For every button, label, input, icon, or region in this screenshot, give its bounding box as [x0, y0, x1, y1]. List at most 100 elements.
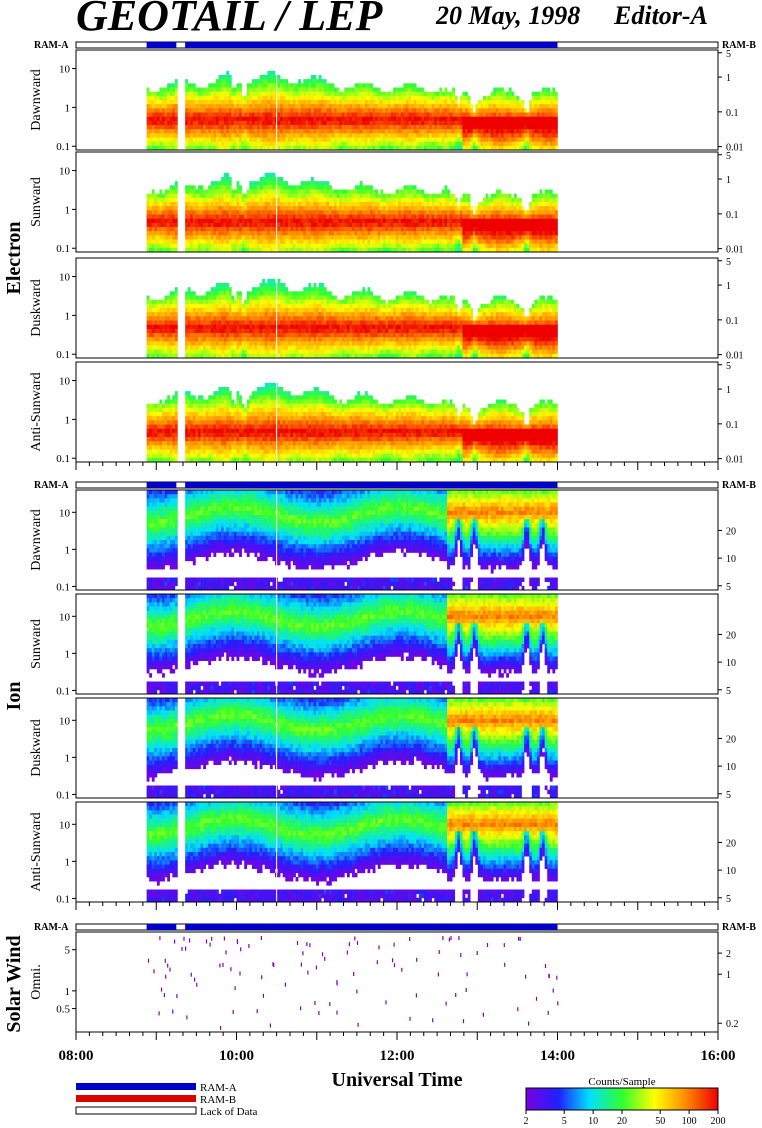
spectrogram-cell: [200, 197, 204, 203]
spectrogram-cell: [272, 141, 276, 147]
spectrogram-cell: [164, 145, 168, 151]
spectrogram-cell: [254, 218, 258, 224]
spectrogram-cell: [539, 125, 543, 130]
spectrogram-cell: [290, 218, 294, 224]
spectrogram-cell: [388, 129, 391, 134]
spectrogram-cell: [344, 202, 348, 207]
spectrogram-cell: [465, 235, 468, 240]
spectrogram-cell: [151, 239, 155, 244]
spectrogram-cell: [264, 100, 268, 105]
spectrogram-cell: [380, 120, 384, 126]
spectrogram-cell: [305, 125, 309, 130]
spectrogram-cell: [218, 243, 222, 249]
spectrogram-cell: [377, 95, 381, 101]
spectrogram-cell: [447, 239, 450, 244]
spectrogram-cell: [426, 91, 430, 97]
spectrogram-cell: [349, 222, 353, 228]
spectrogram-cell: [549, 247, 553, 253]
spectrogram-cell: [375, 100, 379, 105]
spectrogram-cell: [518, 202, 522, 207]
spectrogram-cell: [246, 193, 250, 199]
spectrogram-cell: [539, 189, 543, 194]
spectrogram-cell: [239, 222, 242, 228]
spectrogram-cell: [267, 120, 271, 126]
spectrogram-cell: [328, 214, 332, 219]
spectrogram-cell: [167, 214, 171, 219]
spectrogram-cell: [339, 189, 343, 194]
spectrogram-cell: [300, 116, 304, 122]
spectrogram-cell: [498, 100, 502, 105]
spectrogram-cell: [185, 133, 189, 138]
spectrogram-cell: [257, 95, 260, 101]
spectrogram-cell: [241, 112, 245, 117]
spectrogram-cell: [218, 141, 222, 147]
spectrogram-cell: [526, 133, 530, 138]
spectrogram-cell: [547, 120, 551, 126]
spectrogram-cell: [303, 125, 307, 130]
spectrogram-cell: [226, 197, 230, 203]
spectrogram-cell: [293, 197, 296, 203]
spectrogram-cell: [544, 227, 548, 232]
spectrogram-cell: [395, 247, 399, 253]
spectrogram-cell: [380, 129, 384, 134]
spectrogram-cell: [151, 141, 155, 147]
spectrogram-cell: [318, 235, 322, 240]
spectrogram-cell: [310, 100, 314, 105]
spectrogram-cell: [354, 185, 358, 190]
spectrogram-cell: [508, 116, 512, 122]
spectrogram-cell: [215, 197, 219, 203]
spectrogram-cell: [282, 79, 286, 84]
spectrogram-cell: [429, 104, 432, 109]
spectrogram-cell: [349, 247, 353, 253]
spectrogram-cell: [326, 112, 330, 117]
spectrogram-cell: [459, 218, 463, 224]
spectrogram-cell: [185, 87, 189, 92]
spectrogram-cell: [221, 95, 224, 101]
spectrogram-cell: [377, 120, 381, 126]
spectrogram-cell: [447, 95, 450, 101]
spectrogram-cell: [518, 231, 522, 236]
spectrogram-cell: [370, 193, 373, 199]
spectrogram-cell: [254, 247, 258, 253]
spectrogram-cell: [536, 227, 540, 232]
spectrogram-cell: [226, 100, 230, 105]
spectrogram-cell: [321, 189, 325, 194]
spectrogram-cell: [146, 312, 150, 317]
spectrogram-cell: [172, 202, 176, 207]
spectrogram-cell: [174, 333, 178, 338]
spectrogram-cell: [156, 235, 160, 240]
spectrogram-cell: [331, 227, 335, 232]
spectrogram-cell: [418, 108, 422, 113]
spectrogram-cell: [159, 100, 163, 105]
spectrogram-cell: [362, 227, 366, 232]
spectrogram-cell: [236, 210, 240, 215]
spectrogram-cell: [213, 129, 217, 134]
spectrogram-cell: [552, 108, 556, 113]
spectrogram-cell: [549, 231, 553, 236]
spectrogram-cell: [280, 185, 284, 190]
spectrogram-cell: [293, 206, 296, 211]
spectrogram-cell: [215, 104, 219, 109]
spectrogram-cell: [423, 137, 427, 142]
spectrogram-cell: [257, 222, 260, 228]
spectrogram-cell: [421, 116, 425, 122]
spectrogram-cell: [470, 247, 474, 253]
spectrogram-cell: [344, 193, 348, 199]
spectrogram-cell: [331, 145, 335, 151]
spectrogram-cell: [462, 125, 466, 130]
spectrogram-cell: [349, 239, 353, 244]
spectrogram-cell: [174, 193, 178, 199]
spectrogram-cell: [187, 95, 191, 101]
spectrogram-cell: [549, 91, 553, 97]
spectrogram-cell: [241, 197, 245, 203]
spectrogram-cell: [262, 177, 266, 182]
spectrogram-cell: [236, 95, 240, 101]
spectrogram-cell: [251, 218, 255, 224]
spectrogram-cell: [372, 116, 376, 122]
spectrogram-cell: [298, 141, 301, 147]
spectrogram-cell: [149, 116, 153, 122]
spectrogram-cell: [316, 239, 319, 244]
spectrogram-cell: [480, 218, 484, 224]
spectrogram-cell: [372, 141, 376, 147]
spectrogram-cell: [513, 210, 517, 215]
